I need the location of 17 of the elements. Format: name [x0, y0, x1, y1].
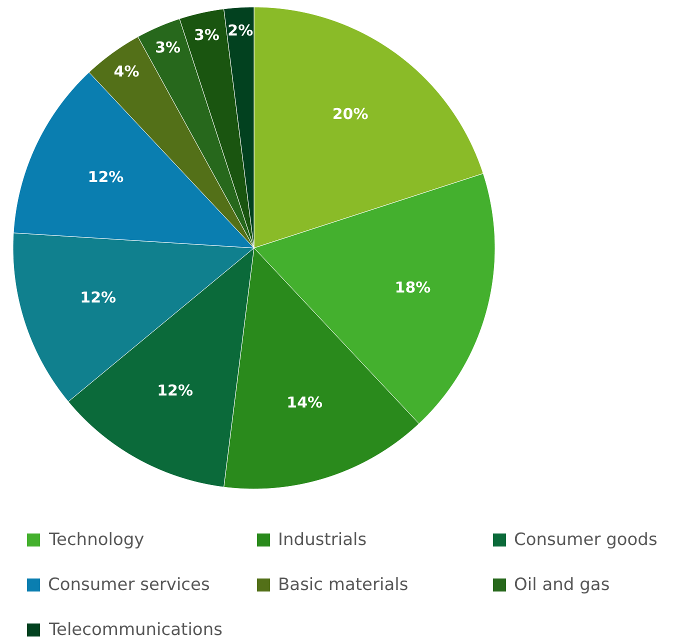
data-label: 12%	[80, 288, 116, 306]
legend-label: Telecommunications	[48, 620, 223, 640]
data-label: 18%	[394, 278, 431, 297]
legend-label: Oil and gas	[514, 575, 610, 595]
legend-label: Consumer goods	[514, 530, 658, 550]
legend-label: Basic materials	[278, 575, 408, 595]
legend-label: Consumer services	[48, 575, 210, 595]
data-label: 12%	[157, 381, 194, 400]
data-label: 12%	[88, 168, 124, 186]
legend-label: Technology	[48, 530, 144, 550]
data-label: 14%	[286, 394, 323, 412]
legend-label: Industrials	[278, 530, 367, 550]
data-label: 4%	[114, 62, 140, 80]
data-label: 3%	[194, 26, 220, 44]
data-label: 3%	[155, 38, 181, 57]
data-label: 20%	[332, 105, 368, 124]
data-label: 2%	[228, 21, 254, 40]
